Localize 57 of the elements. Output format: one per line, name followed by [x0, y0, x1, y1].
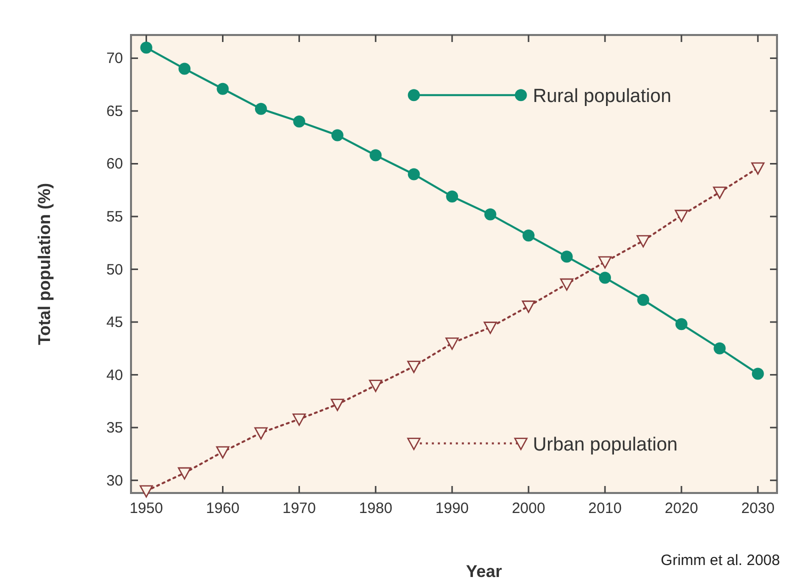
x-tick-label: 2020 [664, 500, 698, 517]
point [675, 318, 688, 330]
y-tick-label: 70 [106, 50, 123, 68]
y-tick-label: 45 [106, 314, 123, 332]
x-tick-label: 1960 [206, 500, 240, 517]
y-tick-label: 35 [106, 420, 123, 437]
point [407, 360, 421, 374]
point [484, 208, 496, 220]
x-tick-label: 1950 [130, 500, 163, 517]
point [598, 256, 612, 269]
legend-label: Rural population [532, 86, 672, 108]
point [370, 149, 382, 162]
y-tick-label: 65 [106, 102, 123, 120]
point [484, 322, 497, 334]
y-axis-title: Total population (%) [35, 182, 54, 346]
point [216, 446, 230, 458]
y-tick-label: 30 [106, 472, 123, 490]
y-tick-label: 40 [106, 366, 123, 384]
point [446, 190, 458, 202]
point [408, 168, 420, 180]
legend-label: Urban population [532, 434, 678, 456]
text: Grimm et al. 2008 [660, 552, 780, 569]
point [292, 413, 306, 426]
point [140, 485, 153, 498]
point [636, 235, 650, 248]
x-tick-label: 2010 [588, 500, 622, 517]
point [140, 42, 152, 54]
x-tick-label: 2000 [512, 500, 546, 517]
point [254, 102, 267, 115]
point [368, 380, 382, 392]
point [751, 162, 765, 175]
x-tick-label: 1970 [282, 500, 316, 517]
point [445, 337, 459, 350]
point [674, 210, 688, 222]
point [178, 467, 192, 480]
x-tick-label: 1990 [435, 500, 469, 517]
point [522, 300, 536, 313]
point [254, 427, 268, 440]
point [216, 82, 229, 95]
point [714, 342, 726, 354]
point [331, 129, 344, 142]
point [293, 116, 306, 128]
point [522, 230, 535, 242]
x-tick-label: 1980 [358, 500, 392, 517]
point [560, 278, 574, 291]
x-axis-title: Year [466, 562, 502, 581]
point [713, 186, 726, 199]
y-tick-label: 60 [106, 156, 123, 173]
point [637, 294, 650, 306]
point [330, 398, 344, 412]
x-tick-label: 2030 [741, 500, 775, 517]
point [560, 250, 573, 263]
point [178, 62, 191, 75]
point [598, 272, 611, 284]
y-tick-label: 55 [106, 208, 123, 226]
y-tick-label: 50 [106, 261, 123, 278]
point [752, 368, 764, 380]
